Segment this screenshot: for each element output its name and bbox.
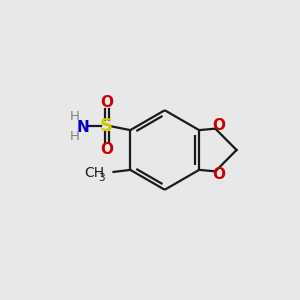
Text: H: H [69, 110, 79, 123]
Text: CH: CH [85, 166, 105, 180]
Text: H: H [69, 130, 79, 142]
Text: O: O [212, 167, 225, 182]
Text: O: O [100, 142, 113, 157]
Text: 3: 3 [98, 173, 105, 183]
Text: N: N [76, 120, 89, 135]
Text: O: O [100, 95, 113, 110]
Text: O: O [212, 118, 225, 133]
Text: S: S [100, 117, 113, 135]
